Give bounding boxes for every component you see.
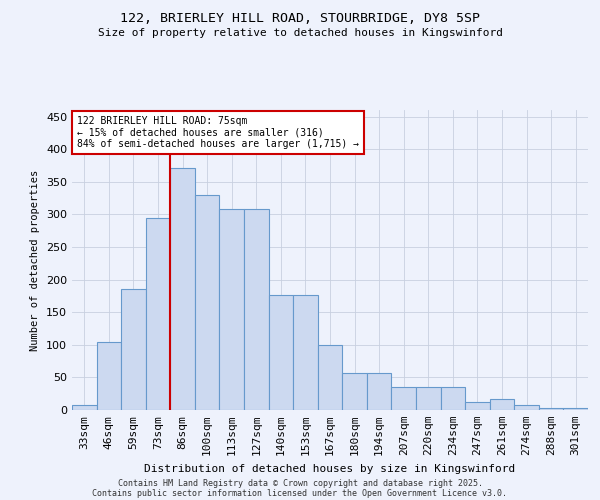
Bar (72, 405, 97, 410)
X-axis label: Distribution of detached houses by size in Kingswinford: Distribution of detached houses by size … (145, 464, 515, 473)
Y-axis label: Number of detached properties: Number of detached properties (31, 170, 40, 350)
Bar (170, 168, 195, 410)
Bar (220, 209, 244, 410)
Text: 122, BRIERLEY HILL ROAD, STOURBRIDGE, DY8 5SP: 122, BRIERLEY HILL ROAD, STOURBRIDGE, DY… (120, 12, 480, 26)
Bar (121, 288, 146, 410)
Bar (195, 195, 220, 410)
Bar (318, 345, 342, 410)
Bar (269, 295, 293, 410)
Bar (563, 408, 588, 410)
Bar (97, 342, 121, 410)
Bar (244, 209, 269, 410)
Text: Contains HM Land Registry data © Crown copyright and database right 2025.: Contains HM Land Registry data © Crown c… (118, 478, 482, 488)
Bar (146, 218, 170, 410)
Text: 122 BRIERLEY HILL ROAD: 75sqm
← 15% of detached houses are smaller (316)
84% of : 122 BRIERLEY HILL ROAD: 75sqm ← 15% of d… (77, 116, 359, 149)
Bar (416, 387, 440, 410)
Bar (465, 402, 490, 410)
Bar (342, 373, 367, 410)
Bar (490, 399, 514, 410)
Bar (514, 405, 539, 410)
Text: Contains public sector information licensed under the Open Government Licence v3: Contains public sector information licen… (92, 488, 508, 498)
Bar (293, 295, 318, 410)
Bar (440, 387, 465, 410)
Bar (539, 408, 563, 410)
Bar (391, 387, 416, 410)
Bar (367, 373, 391, 410)
Text: Size of property relative to detached houses in Kingswinford: Size of property relative to detached ho… (97, 28, 503, 38)
